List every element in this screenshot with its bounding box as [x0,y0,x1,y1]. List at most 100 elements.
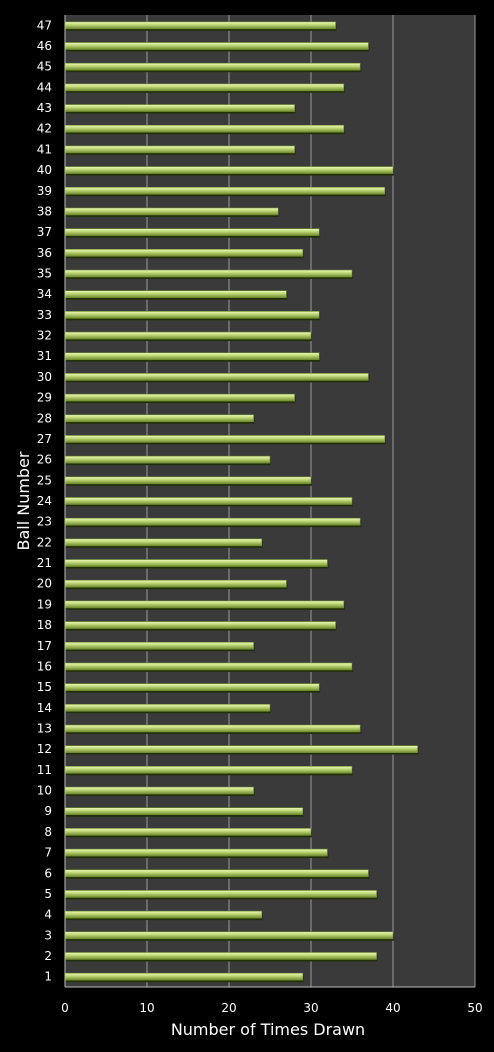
bar [64,228,320,236]
y-tick-label: 16 [37,659,52,673]
y-tick-label: 34 [37,287,52,301]
y-tick-label: 3 [44,928,52,942]
y-tick-label: 40 [37,163,52,177]
bar [64,910,263,919]
bar [64,931,394,940]
bar [64,517,361,526]
y-tick-label: 8 [44,825,52,839]
bar [64,579,287,588]
y-tick-label: 33 [37,308,52,322]
y-tick-label: 39 [37,184,52,198]
x-tick-label: 50 [467,1001,482,1015]
y-tick-label: 47 [37,18,52,32]
bar [64,890,377,898]
y-tick-label: 25 [37,473,52,487]
y-tick-label: 22 [37,535,52,549]
bar [64,952,377,960]
bar [64,662,353,671]
bar [64,559,328,567]
bar [64,290,287,298]
bar [64,972,304,981]
bar [64,766,353,774]
y-axis-title: Ball Number [14,451,33,550]
bar [64,124,345,133]
bar [64,641,254,650]
y-tick-label: 6 [44,866,52,880]
y-tick-label: 42 [37,122,52,136]
y-tick-label: 21 [37,556,52,570]
bars [64,21,419,983]
bar [64,538,263,547]
y-tick-label: 43 [37,101,52,115]
x-tick-labels: 0 10 20 30 40 50 [61,1001,482,1015]
y-tick-label: 46 [37,39,52,53]
bar [64,21,336,30]
bar [64,186,386,195]
bar [64,249,304,257]
y-tick-label: 15 [37,680,52,694]
y-tick-label: 38 [37,204,52,218]
x-tick-label: 30 [303,1001,318,1015]
bar [64,166,394,174]
bar [64,207,279,216]
bar [64,83,345,92]
bar [64,42,369,50]
y-tick-labels: 1234567891011121314151617181920212223242… [37,18,52,983]
y-tick-label: 45 [37,60,52,74]
y-tick-label: 41 [37,142,52,156]
y-tick-label: 28 [37,411,52,425]
y-tick-label: 23 [37,515,52,529]
bar [64,786,254,795]
x-tick-label: 0 [61,1001,69,1015]
y-tick-label: 4 [44,908,52,922]
y-tick-label: 24 [37,494,52,508]
bar [64,683,320,691]
bar [64,331,312,340]
bar [64,104,295,112]
y-tick-label: 13 [37,721,52,735]
x-tick-label: 20 [221,1001,236,1015]
bar [64,373,369,381]
y-tick-label: 30 [37,370,52,384]
bar [64,393,295,402]
y-tick-label: 35 [37,267,52,281]
bar [64,269,353,278]
bar [64,497,353,505]
x-tick-label: 10 [139,1001,154,1015]
bar [64,600,345,609]
bar [64,311,320,319]
bar [64,145,295,154]
bar [64,621,336,629]
y-tick-label: 20 [37,577,52,591]
bar [64,435,386,443]
y-tick-label: 27 [37,432,52,446]
y-tick-label: 1 [44,970,52,984]
bar [64,455,271,464]
y-tick-label: 32 [37,329,52,343]
bar [64,704,271,712]
y-tick-label: 9 [44,804,52,818]
y-tick-label: 14 [37,701,52,715]
bar [64,724,361,733]
y-tick-label: 5 [44,887,52,901]
y-tick-label: 36 [37,246,52,260]
y-tick-label: 37 [37,225,52,239]
y-tick-label: 12 [37,742,52,756]
y-tick-label: 29 [37,391,52,405]
bar [64,807,304,816]
bar [64,745,418,753]
x-axis-title: Number of Times Drawn [171,1020,365,1039]
bar [64,414,254,423]
y-tick-label: 11 [37,763,52,777]
y-tick-label: 7 [44,846,52,860]
y-tick-label: 2 [44,949,52,963]
bar [64,62,361,71]
bar [64,869,369,878]
y-tick-label: 19 [37,597,52,611]
y-tick-label: 44 [37,80,52,94]
y-tick-label: 17 [37,639,52,653]
bar [64,848,328,857]
bar [64,352,320,361]
y-tick-label: 18 [37,618,52,632]
